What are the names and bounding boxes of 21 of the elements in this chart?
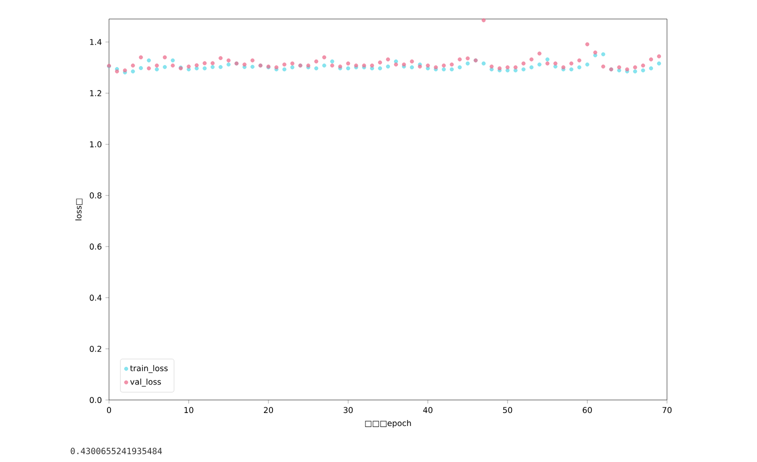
x-tick-label: 40 <box>423 407 432 414</box>
y-tick-label: 0.8 <box>90 192 102 198</box>
y-tick-label: 0.4 <box>90 294 102 301</box>
y-tick-label: 1.0 <box>90 141 102 148</box>
y-tick-label: 1.2 <box>90 90 102 96</box>
x-tick-label: 10 <box>184 407 194 414</box>
text: 0.4300655241935484 <box>70 448 162 454</box>
x-axis-title: □□□epoch <box>365 420 411 428</box>
x-tick-label: 30 <box>344 407 353 414</box>
legend-label: train_loss <box>130 365 168 373</box>
x-tick-label: 60 <box>582 407 592 414</box>
x-tick-label: 20 <box>264 407 273 414</box>
x-tick-label: 0 <box>107 407 112 414</box>
y-tick-label: 1.4 <box>90 39 102 45</box>
x-tick-label: 50 <box>503 407 512 414</box>
x-tick-label: 70 <box>662 407 672 414</box>
y-tick-label: 0.6 <box>90 244 102 250</box>
legend-label: val_loss <box>130 378 161 387</box>
y-tick-label: 0.2 <box>90 346 102 352</box>
y-axis-title: loss□ <box>75 198 82 220</box>
y-tick-label: 0.0 <box>90 396 102 404</box>
